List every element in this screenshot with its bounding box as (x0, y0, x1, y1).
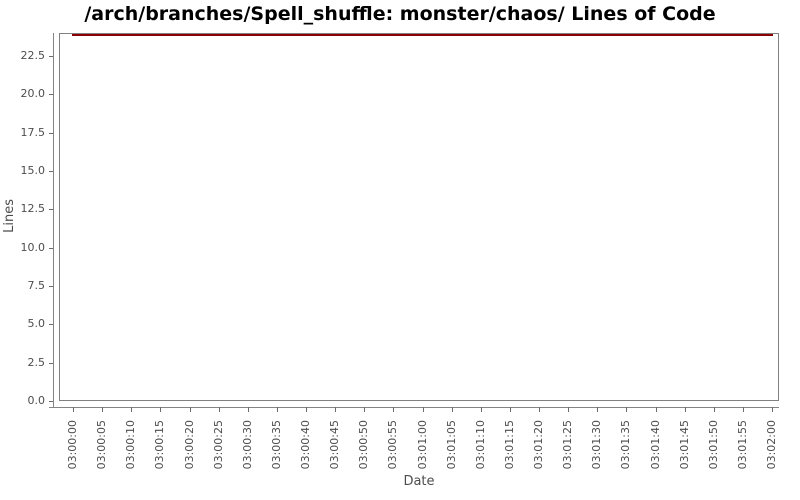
x-tick-mark (568, 407, 570, 412)
x-tick-mark (480, 407, 482, 412)
x-tick-mark (655, 407, 657, 412)
x-tick-label: 03:01:15 (502, 420, 516, 470)
x-tick-mark (772, 407, 773, 412)
y-tick-label: 12.5 (20, 202, 46, 216)
x-tick-label: 03:00:50 (357, 420, 371, 470)
x-tick-label: 03:00:10 (124, 420, 138, 470)
x-tick-mark (422, 407, 424, 412)
y-tick-mark (49, 324, 53, 326)
y-tick-mark (49, 247, 53, 249)
x-tick-mark (364, 407, 366, 412)
y-tick-label: 22.5 (20, 49, 46, 62)
y-tick-label: 2.5 (27, 355, 46, 369)
x-tick-mark (73, 407, 74, 412)
y-tick-mark (49, 171, 53, 172)
x-axis-line (49, 407, 779, 408)
x-tick-label: 03:00:25 (211, 420, 225, 470)
x-tick-label: 03:01:40 (648, 420, 662, 470)
x-tick-label: 03:00:40 (299, 420, 312, 470)
x-tick-mark (684, 407, 686, 412)
x-tick-mark (335, 407, 337, 412)
y-tick-label: 5.0 (27, 317, 46, 331)
x-tick-label: 03:01:00 (415, 420, 429, 470)
x-tick-label: 03:01:55 (735, 420, 749, 470)
x-tick-mark (451, 407, 453, 412)
y-tick-label: 15.0 (20, 164, 46, 177)
x-tick-label: 03:00:35 (269, 420, 283, 470)
y-tick-mark (49, 209, 53, 211)
x-tick-mark (306, 407, 307, 412)
x-tick-mark (539, 407, 540, 412)
x-tick-label: 03:00:45 (328, 420, 342, 470)
plot-area (59, 33, 779, 401)
x-tick-label: 03:01:35 (619, 420, 633, 470)
y-tick-label: 20.0 (20, 87, 46, 101)
x-tick-mark (189, 407, 191, 412)
x-tick-label: 03:01:05 (444, 420, 458, 470)
chart-title: /arch/branches/Spell_shuffle: monster/ch… (84, 3, 716, 25)
x-tick-label: 03:01:10 (473, 420, 487, 470)
y-tick-mark (49, 132, 53, 134)
series-line-layer (72, 34, 773, 36)
x-tick-label: 03:00:30 (240, 420, 254, 470)
x-tick-mark (742, 407, 744, 412)
x-tick-mark (713, 407, 715, 412)
y-tick-label: 10.0 (20, 240, 46, 254)
x-tick-label: 03:02:00 (765, 420, 778, 470)
y-axis-line (53, 33, 54, 407)
x-tick-label: 03:01:30 (590, 420, 604, 470)
x-tick-label: 03:01:50 (706, 420, 720, 470)
x-tick-label: 03:00:55 (386, 420, 400, 470)
x-tick-label: 03:00:20 (182, 420, 196, 470)
x-tick-mark (218, 407, 220, 412)
y-tick-mark (49, 362, 53, 364)
y-tick-label: 17.5 (20, 125, 46, 139)
x-tick-label: 03:00:05 (95, 420, 109, 470)
x-tick-mark (626, 407, 628, 412)
x-tick-mark (509, 407, 511, 412)
y-tick-mark (49, 56, 53, 57)
y-tick-mark (49, 94, 53, 96)
x-tick-label: 03:00:15 (153, 420, 167, 470)
x-tick-mark (160, 407, 162, 412)
x-axis-label: Date (403, 474, 435, 489)
x-tick-mark (102, 407, 104, 412)
y-tick-mark (49, 401, 53, 402)
y-tick-label: 0.0 (27, 394, 46, 407)
x-tick-mark (393, 407, 395, 412)
x-tick-label: 03:01:45 (677, 420, 691, 470)
x-tick-label: 03:00:00 (66, 420, 79, 470)
x-tick-mark (597, 407, 599, 412)
y-tick-label: 7.5 (27, 279, 46, 292)
x-tick-label: 03:01:20 (532, 420, 545, 470)
y-tick-mark (49, 286, 53, 287)
x-tick-mark (247, 407, 249, 412)
x-tick-label: 03:01:25 (561, 420, 575, 470)
x-tick-mark (276, 407, 278, 412)
x-tick-mark (131, 407, 133, 412)
